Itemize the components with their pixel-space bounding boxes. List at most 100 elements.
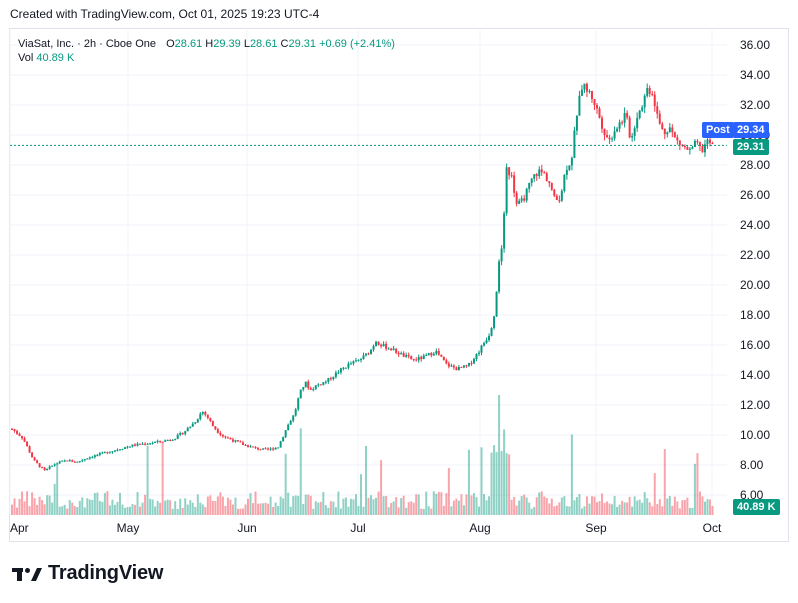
volume-bar [106,491,109,515]
volume-bar [11,504,13,515]
candle-body [490,327,493,336]
candle-body [196,419,199,423]
volume-bar [452,500,455,515]
last-price-tag: 29.31 [733,139,769,155]
volume-bar [440,492,443,515]
volume-bar [365,445,368,515]
candle-body [663,128,666,135]
candle-body [671,127,674,133]
candle-body [322,382,325,385]
candle-body [309,388,312,390]
y-tick-label: 28.00 [740,158,770,172]
open-label: O [166,38,175,50]
candle-body [149,443,152,445]
volume-bar [113,504,116,515]
volume-bar [269,496,272,515]
candle-body [711,143,714,145]
volume-bar [382,496,385,515]
candle-body [108,452,111,454]
candle-body [437,351,440,355]
volume-bar [53,483,56,515]
y-tick-label: 24.00 [740,218,770,232]
volume-bar [184,498,187,515]
volume-bar [111,499,114,515]
candle-body [457,366,460,371]
candle-body [520,198,523,201]
candle-body [317,384,320,386]
candle-body [211,421,214,427]
volume-bar [319,501,322,515]
candle-body [294,409,297,416]
volume-bar [603,503,606,515]
volume-bar [668,495,671,515]
candle-body [349,363,352,365]
candle-body [603,128,606,136]
volume-bar [410,501,413,515]
candle-body [435,351,438,354]
candle-body [698,142,701,147]
volume-bar [219,492,222,515]
volume-bar [304,494,307,515]
volume-bar [352,499,355,515]
volume-bar [317,502,320,515]
candle-body [219,432,222,435]
candle-body [515,192,518,204]
volume-bar [214,501,217,515]
candle-body [417,356,420,361]
volume-bar [638,499,641,515]
volume-bar [116,501,119,515]
volume-bar [257,503,260,515]
candle-body [495,291,498,317]
volume-bar [26,491,29,515]
volume-bar [108,505,111,515]
candle-body [450,365,453,367]
x-tick-label: Jun [237,521,256,535]
volume-bar [199,502,202,515]
candle-body [41,467,44,469]
candle-body [277,447,280,449]
volume-bar [523,494,526,515]
volume-bar [598,501,601,515]
volume-bar [578,493,581,515]
volume-bars [11,395,714,515]
candle-body [513,175,516,193]
candle-body [164,440,167,442]
volume-bar [284,453,287,515]
y-tick-label: 20.00 [740,278,770,292]
volume-bar [166,499,169,515]
volume-bar [262,503,265,515]
volume-bar [427,506,430,515]
volume-bar [450,506,453,515]
volume-bar [565,506,568,515]
x-tick-label: Oct [703,521,722,535]
candle-body [26,441,29,447]
volume-bar [161,442,164,515]
candle-body [18,433,21,436]
change-value: +0.69 (+2.41%) [319,38,395,50]
volume-bar [397,507,400,515]
high-value: 29.39 [213,38,241,50]
volume-bar [711,506,714,515]
volume-bar [58,506,61,515]
volume-bar [229,499,232,515]
candle-body [606,135,609,138]
candle-body [668,127,671,133]
candle-body [530,178,533,184]
candle-body [385,343,388,349]
volume-bar [390,503,393,515]
volume-bar [425,491,428,515]
candle-body [299,389,302,399]
volume-bar [372,499,375,515]
candle-body [595,105,598,109]
candle-body [304,381,307,388]
volume-bar [41,500,44,515]
candle-body [575,115,578,131]
volume-bar [131,503,134,515]
candle-body [334,372,337,377]
volume-bar [460,494,463,515]
volume-bar [196,494,199,515]
close-label: C [280,38,289,50]
candle-body [252,446,255,448]
volume-bar [171,508,174,515]
